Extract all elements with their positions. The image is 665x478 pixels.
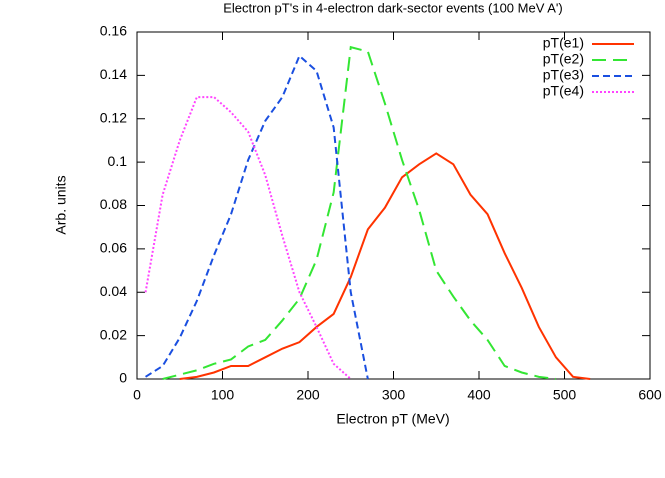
legend-label: pT(e2) xyxy=(543,51,584,67)
x-tick-label: 0 xyxy=(133,387,141,403)
y-tick-label: 0.14 xyxy=(100,66,127,82)
x-tick-label: 400 xyxy=(467,387,491,403)
y-tick-label: 0.02 xyxy=(100,326,127,342)
x-axis-label: Electron pT (MeV) xyxy=(336,411,449,427)
legend-label: pT(e1) xyxy=(543,35,584,51)
series-line xyxy=(145,54,369,380)
x-tick-label: 300 xyxy=(382,387,406,403)
legend-label: pT(e3) xyxy=(543,67,584,83)
y-tick-label: 0.06 xyxy=(100,240,127,256)
x-tick-label: 200 xyxy=(296,387,320,403)
y-tick-label: 0 xyxy=(119,370,127,386)
legend-label: pT(e4) xyxy=(543,83,584,99)
x-tick-label: 100 xyxy=(211,387,235,403)
chart-title: Electron pT's in 4-electron dark-sector … xyxy=(223,0,563,15)
y-tick-label: 0.1 xyxy=(108,153,128,169)
series-line xyxy=(162,45,557,380)
series-line xyxy=(144,96,352,380)
x-tick-label: 500 xyxy=(553,387,577,403)
y-tick-label: 0.04 xyxy=(100,283,127,299)
y-axis-label: Arb. units xyxy=(53,175,69,234)
y-tick-label: 0.12 xyxy=(100,109,127,125)
series-line xyxy=(179,152,591,380)
y-tick-label: 0.16 xyxy=(100,23,127,39)
y-tick-label: 0.08 xyxy=(100,196,127,212)
x-tick-label: 600 xyxy=(638,387,662,403)
